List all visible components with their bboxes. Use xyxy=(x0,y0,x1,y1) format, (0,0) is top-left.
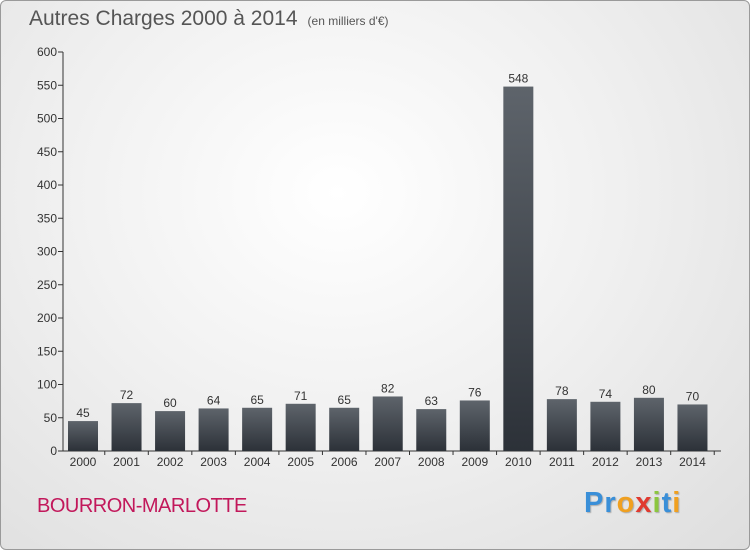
y-axis: 0 50 100 150 200 250 300 350 400 450 500 550 600 xyxy=(37,45,64,458)
data-label-2007: 82 xyxy=(381,381,395,395)
x-tick-label-2005: 2005 xyxy=(287,455,314,469)
y-tick-label: 250 xyxy=(37,278,57,292)
bar-2009 xyxy=(459,400,490,451)
y-tick-label: 400 xyxy=(37,178,57,192)
data-label-2014: 70 xyxy=(686,389,700,403)
y-tick-label: 100 xyxy=(37,378,57,392)
logo-letter: i xyxy=(652,487,662,519)
data-label-2011: 78 xyxy=(555,384,569,398)
bar-2001 xyxy=(111,403,142,451)
y-tick-label: 150 xyxy=(37,344,57,358)
logo-letter: t xyxy=(661,487,673,519)
bars xyxy=(68,86,708,451)
data-labels: 45 72 60 64 65 71 65 82 63 76 548 78 74 80 70 xyxy=(76,72,699,420)
proxiti-logo[interactable]: Proxiti xyxy=(584,487,681,520)
data-label-2000: 45 xyxy=(76,406,90,420)
x-tick-label-2002: 2002 xyxy=(157,455,184,469)
data-label-2002: 60 xyxy=(163,396,177,410)
x-tick-label-2006: 2006 xyxy=(331,455,358,469)
bar-2006 xyxy=(329,407,360,451)
bar-2008 xyxy=(416,409,447,451)
logo-letter: o xyxy=(616,487,636,519)
bar-2014 xyxy=(677,404,708,451)
y-tick-label: 600 xyxy=(37,45,57,59)
data-label-2012: 74 xyxy=(599,387,613,401)
logo-letter: x xyxy=(635,487,653,519)
bar-2012 xyxy=(590,401,621,451)
x-tick-label-2001: 2001 xyxy=(113,455,140,469)
y-tick-label: 200 xyxy=(37,311,57,325)
data-label-2005: 71 xyxy=(294,389,308,403)
data-label-2001: 72 xyxy=(120,388,134,402)
data-label-2010: 548 xyxy=(508,72,528,86)
bar-2007 xyxy=(372,396,403,451)
x-tick-label-2012: 2012 xyxy=(592,455,619,469)
bar-2010 xyxy=(503,86,534,451)
data-label-2009: 76 xyxy=(468,385,482,399)
y-tick-label: 350 xyxy=(37,211,57,225)
logo-letter: P xyxy=(584,487,605,519)
x-axis: 2000 2001 2002 2003 2004 2005 2006 2007 2008 2009… xyxy=(63,450,721,469)
data-label-2008: 63 xyxy=(425,394,439,408)
bar-2011 xyxy=(546,399,577,451)
x-tick-label-2013: 2013 xyxy=(636,455,663,469)
y-tick-label: 450 xyxy=(37,145,57,159)
logo-letter: r xyxy=(604,487,617,519)
y-tick-label: 0 xyxy=(50,444,57,458)
y-tick-label: 550 xyxy=(37,78,57,92)
chart-title: Autres Charges 2000 à 2014 (en milliers d… xyxy=(29,7,389,31)
x-tick-label-2009: 2009 xyxy=(461,455,488,469)
chart-title-text: Autres Charges 2000 à 2014 xyxy=(29,7,298,30)
x-tick-label-2003: 2003 xyxy=(200,455,227,469)
bar-2003 xyxy=(198,408,229,451)
x-tick-label-2008: 2008 xyxy=(418,455,445,469)
logo-letter: i xyxy=(672,487,682,519)
data-label-2013: 80 xyxy=(642,383,656,397)
chart-subtitle: (en milliers d'€) xyxy=(307,14,389,28)
x-tick-label-2004: 2004 xyxy=(244,455,271,469)
bar-2013 xyxy=(633,397,664,451)
data-label-2006: 65 xyxy=(338,393,352,407)
x-tick-label-2007: 2007 xyxy=(374,455,401,469)
x-tick-label-2014: 2014 xyxy=(679,455,706,469)
bar-2005 xyxy=(285,403,316,451)
place-name: BOURRON-MARLOTTE xyxy=(37,495,247,517)
bar-2004 xyxy=(242,407,273,451)
y-tick-label: 300 xyxy=(37,245,57,259)
bar-2000 xyxy=(68,421,98,451)
x-tick-label-2011: 2011 xyxy=(549,455,575,469)
data-label-2004: 65 xyxy=(250,393,264,407)
bar-2002 xyxy=(155,411,186,451)
y-tick-label: 50 xyxy=(44,411,58,425)
x-tick-label-2010: 2010 xyxy=(505,455,532,469)
y-tick-label: 500 xyxy=(37,112,57,126)
data-label-2003: 64 xyxy=(207,393,221,407)
x-tick-label-2000: 2000 xyxy=(70,455,97,469)
